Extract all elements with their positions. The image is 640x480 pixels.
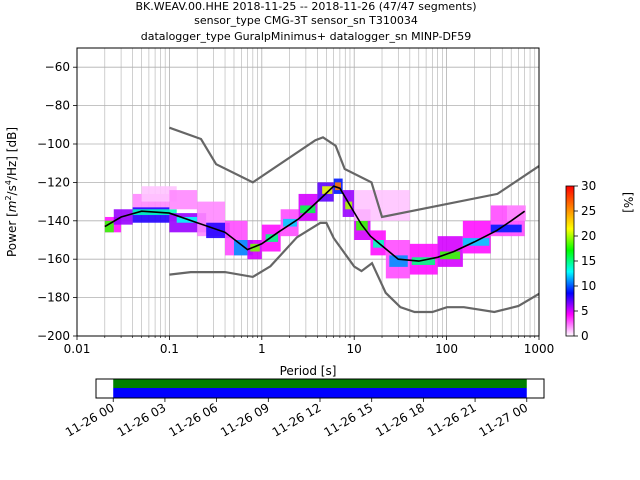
x-tick-label: 0.01 xyxy=(64,342,91,356)
chart-title: BK.WEAV.00.HHE 2018-11-25 -- 2018-11-26 … xyxy=(135,0,476,43)
y-tick-label: −180 xyxy=(37,291,70,305)
timeline-bar-green xyxy=(113,379,527,388)
timeline-bar-blue xyxy=(113,388,527,398)
ppsd-cell xyxy=(104,220,114,233)
timeline-tick-label: 11-26 00 xyxy=(63,400,117,439)
colorbar-tick-label: 25 xyxy=(581,204,596,218)
timeline-tick-label: 11-26 21 xyxy=(425,400,479,439)
ppsd-cell xyxy=(411,257,436,265)
y-axis-label: Power [m2/s4/Hz] [dB] xyxy=(4,127,19,257)
ppsd-cell xyxy=(506,205,526,221)
ppsd-cell xyxy=(345,201,353,210)
y-tick-label: −160 xyxy=(37,252,70,266)
timeline-tick-label: 11-26 18 xyxy=(373,400,427,439)
ppsd-cell xyxy=(265,234,279,242)
ppsd-cell xyxy=(141,186,177,202)
title-line-2: sensor_type CMG-3T sensor_sn T310034 xyxy=(194,14,418,27)
timeline-tick-label: 11-26 09 xyxy=(218,400,272,439)
ppsd-cell xyxy=(169,190,198,210)
x-tick-label: 100 xyxy=(435,342,458,356)
ppsd-cell xyxy=(389,255,408,267)
y-tick-label: −200 xyxy=(37,329,70,343)
x-tick-label: 1 xyxy=(258,342,266,356)
ppsd-cell xyxy=(250,243,260,252)
colorbar-tick-label: 5 xyxy=(581,304,589,318)
colorbar xyxy=(565,185,575,337)
ppsd-cell xyxy=(322,186,333,194)
y-tick-label: −120 xyxy=(37,175,70,189)
colorbar-label: [%] xyxy=(621,192,635,213)
timeline-tick-label: 11-26 03 xyxy=(115,400,169,439)
noise-models xyxy=(169,126,539,314)
timeline-tick-label: 11-26 15 xyxy=(321,400,375,439)
mode-curve xyxy=(104,185,526,262)
noise-model-low xyxy=(169,221,539,314)
ppsd-cell xyxy=(440,251,461,260)
colorbar-tick-label: 0 xyxy=(581,329,589,343)
y-axis: −60 −80 −100 −120 −140 −160 −180 −200 xyxy=(37,60,77,343)
ppsd-cell xyxy=(335,182,342,191)
x-tick-label: 0.1 xyxy=(160,342,179,356)
mode-curve-group xyxy=(104,185,526,262)
plot-frame xyxy=(76,47,540,337)
colorbar-tick-label: 10 xyxy=(581,279,596,293)
timeline-tick-label: 11-26 12 xyxy=(270,400,324,439)
ppsd-cell xyxy=(283,218,297,227)
ppsd-cell xyxy=(462,220,491,254)
colorbar-ticks: 0 5 10 15 20 25 30 xyxy=(574,179,596,343)
colorbar-tick-label: 20 xyxy=(581,229,596,243)
y-tick-label: −140 xyxy=(37,214,70,228)
noise-model-high xyxy=(169,126,539,219)
ppsd-cell xyxy=(300,205,316,214)
y-tick-label: −80 xyxy=(45,99,70,113)
title-line-3: datalogger_type GuralpMinimus+ datalogge… xyxy=(141,30,472,43)
y-tick-label: −100 xyxy=(37,137,70,151)
x-axis-label: Period [s] xyxy=(280,364,337,378)
y-tick-label: −60 xyxy=(45,60,70,74)
ppsd-cell xyxy=(490,224,522,233)
x-axis: 0.01 0.1 1 10 100 1000 xyxy=(64,336,555,356)
colorbar-tick-label: 15 xyxy=(581,254,596,268)
colorbar-tick-label: 30 xyxy=(581,179,596,193)
timeline-tick-label: 11-26 06 xyxy=(166,400,220,439)
x-tick-label: 1000 xyxy=(524,342,555,356)
title-line-1: BK.WEAV.00.HHE 2018-11-25 -- 2018-11-26 … xyxy=(135,0,476,13)
timeline-tick-label: 11-27 00 xyxy=(477,400,531,439)
x-tick-label: 10 xyxy=(347,342,362,356)
